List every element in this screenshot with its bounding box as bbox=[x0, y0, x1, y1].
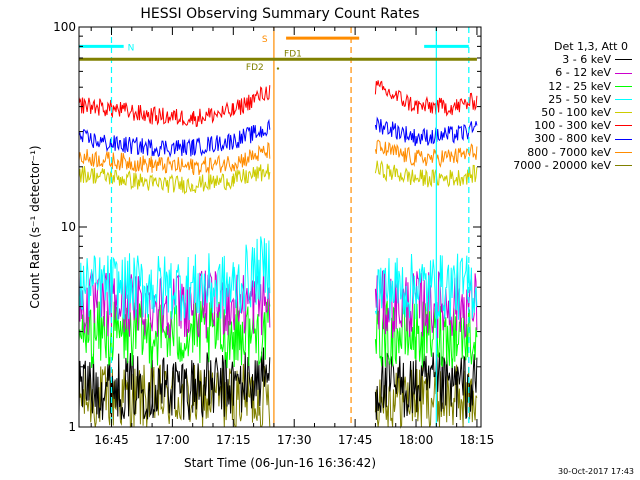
series-line bbox=[374, 253, 478, 321]
legend-entry: 7000 - 20000 keV bbox=[484, 159, 632, 172]
x-tick-label: 17:00 bbox=[155, 433, 190, 447]
legend-swatch bbox=[615, 112, 632, 114]
series-line bbox=[374, 160, 478, 188]
fd-point bbox=[276, 67, 280, 70]
legend-swatch bbox=[615, 151, 632, 153]
legend-entry: 3 - 6 keV bbox=[484, 53, 632, 66]
x-tick-label: 17:30 bbox=[277, 433, 312, 447]
annotation-label: S bbox=[262, 35, 268, 45]
legend-swatch bbox=[615, 138, 632, 140]
annotation-label: FD1 bbox=[284, 50, 302, 60]
legend-swatch bbox=[615, 98, 632, 100]
legend-title: Det 1,3, Att 0 bbox=[554, 40, 628, 53]
legend-swatch bbox=[615, 72, 632, 74]
legend-label: 7000 - 20000 keV bbox=[513, 158, 611, 172]
legend-swatch bbox=[615, 125, 632, 127]
series-line bbox=[78, 85, 271, 128]
legend-swatch bbox=[615, 164, 632, 166]
annotation-label: FD2 bbox=[246, 63, 264, 73]
legend-swatch bbox=[615, 59, 632, 61]
plot-frame bbox=[78, 26, 482, 428]
y-tick-label: 10 bbox=[61, 220, 76, 234]
series-line bbox=[374, 116, 478, 147]
x-tick-label: 16:45 bbox=[94, 433, 129, 447]
y-axis-label: Count Rate (s⁻¹ detector⁻¹) bbox=[28, 145, 42, 308]
x-tick-label: 17:45 bbox=[338, 433, 373, 447]
legend-label: 50 - 100 keV bbox=[541, 106, 611, 120]
y-tick-label: 1 bbox=[68, 420, 76, 434]
legend-label: 300 - 800 keV bbox=[534, 132, 611, 146]
legend-entry: 100 - 300 keV bbox=[484, 119, 632, 132]
legend-swatch bbox=[615, 85, 632, 87]
axis-layer: 16:45 17:00 17:15 17:30 17:45 18:00 18:15 1 10 10… bbox=[53, 20, 494, 447]
legend-label: 800 - 7000 keV bbox=[527, 145, 611, 159]
series-line bbox=[78, 118, 271, 158]
legend-label: 25 - 50 keV bbox=[548, 92, 611, 106]
legend-entries: 3 - 6 keV 6 - 12 keV 12 - 25 keV 25 - 50 ke… bbox=[484, 53, 632, 172]
legend-entry: 800 - 7000 keV bbox=[484, 146, 632, 159]
series-line bbox=[374, 300, 478, 369]
generation-timestamp: 30-Oct-2017 17:43 bbox=[558, 467, 634, 476]
x-tick-label: 18:15 bbox=[460, 433, 495, 447]
legend-entry: 6 - 12 keV bbox=[484, 66, 632, 79]
legend-label: 6 - 12 keV bbox=[555, 66, 611, 80]
x-axis-label: Start Time (06-Jun-16 16:36:42) bbox=[184, 456, 376, 470]
x-tick-label: 18:00 bbox=[399, 433, 434, 447]
chart-title: HESSI Observing Summary Count Rates bbox=[140, 6, 419, 22]
series-line bbox=[374, 139, 478, 168]
legend-label: 12 - 25 keV bbox=[548, 79, 611, 93]
series-line bbox=[78, 141, 271, 176]
series-line bbox=[374, 80, 478, 117]
y-tick-label: 100 bbox=[53, 20, 76, 34]
legend-label: 100 - 300 keV bbox=[534, 119, 611, 133]
series-line bbox=[78, 163, 271, 195]
plot-markers-layer: N S FD1 FD2 bbox=[79, 27, 477, 427]
legend-label: 3 - 6 keV bbox=[562, 53, 611, 67]
legend-entry: 300 - 800 keV bbox=[484, 132, 632, 145]
series-line bbox=[78, 347, 271, 421]
legend-entry: 25 - 50 keV bbox=[484, 93, 632, 106]
plot-data-layer bbox=[78, 80, 478, 429]
legend-entry: 12 - 25 keV bbox=[484, 80, 632, 93]
annotation-label: N bbox=[128, 43, 135, 53]
x-tick-label: 17:15 bbox=[216, 433, 251, 447]
legend-entry: 50 - 100 keV bbox=[484, 106, 632, 119]
chart-legend: Det 1,3, Att 0 3 - 6 keV 6 - 12 keV 12 - 2… bbox=[484, 40, 632, 172]
